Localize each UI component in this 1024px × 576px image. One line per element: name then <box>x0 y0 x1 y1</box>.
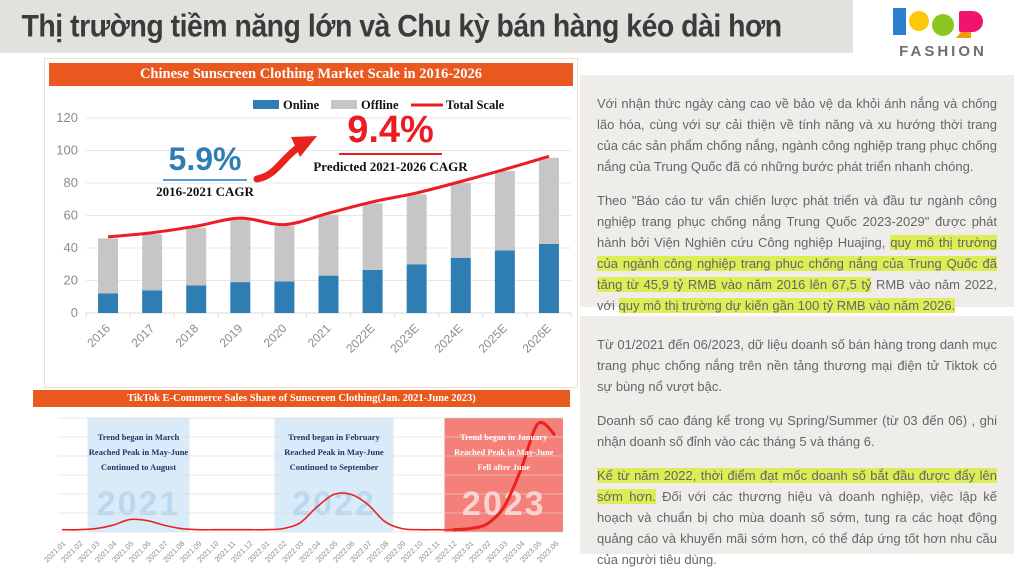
paragraph: Theo "Báo cáo tư vấn chiến lược phát tri… <box>597 190 998 316</box>
body-text: Theo "Báo cáo tư vấn chiến lược phát tri… <box>597 193 997 251</box>
svg-text:60: 60 <box>64 208 78 223</box>
svg-text:Trend began in February: Trend began in February <box>288 432 380 442</box>
tiktok-sales-chart-title: TikTok E-Commerce Sales Share of Sunscre… <box>33 390 570 407</box>
slide-title-bar: Thị trường tiềm năng lớn và Chu kỳ bán h… <box>0 0 853 53</box>
logo-letter-p-stem <box>893 8 906 35</box>
svg-text:2021: 2021 <box>305 321 334 350</box>
cagr-past-label: 2016-2021 CAGR <box>156 183 254 199</box>
tiktok-sales-chart: 2021 2022 2023 Trend began in March Reached … <box>33 407 570 576</box>
svg-text:2019: 2019 <box>217 321 246 350</box>
logo-letter-p2 <box>959 11 983 32</box>
body-text: RMB vào năm 2022, với <box>597 277 998 314</box>
cagr-future-label: Predicted 2021-2026 CAGR <box>308 157 473 176</box>
svg-text:0: 0 <box>71 305 78 320</box>
paragraph: Kể từ năm 2022, thời điểm đạt mốc doanh … <box>597 465 997 570</box>
svg-text:2018: 2018 <box>173 321 202 350</box>
cagr-future-annotation: 9.4% Predicted 2021-2026 CAGR <box>308 110 473 176</box>
svg-text:Continued to August: Continued to August <box>101 462 176 472</box>
cagr-future-value: 9.4% <box>339 110 442 155</box>
paragraph: Từ 01/2021 đến 06/2023, dữ liệu doanh số… <box>597 334 997 397</box>
highlighted-text: quy mô thị trường dự kiến gần 100 tỷ RMB… <box>618 298 956 314</box>
svg-text:2022: 2022 <box>292 485 376 523</box>
svg-text:2021: 2021 <box>97 485 181 523</box>
body-text: Doanh số cao đáng kể trong vụ Spring/Sum… <box>597 413 997 450</box>
tiktok-insight-text-panel: Từ 01/2021 đến 06/2023, dữ liệu doanh số… <box>580 316 1014 567</box>
svg-text:2022E: 2022E <box>343 321 377 355</box>
svg-text:2016: 2016 <box>84 321 113 350</box>
svg-text:Fell after June: Fell after June <box>477 462 530 472</box>
svg-text:2026E: 2026E <box>520 321 554 355</box>
cagr-past-annotation: 5.9% 2016-2021 CAGR <box>145 142 265 200</box>
svg-text:2020: 2020 <box>261 321 290 350</box>
svg-text:Trend began in January: Trend began in January <box>460 432 548 442</box>
svg-text:2023: 2023 <box>462 485 546 523</box>
svg-text:Reached Peak in May-June: Reached Peak in May-June <box>89 447 189 457</box>
market-scale-chart-title: Chinese Sunscreen Clothing Market Scale … <box>49 63 573 86</box>
logo-letter-p-bowl <box>909 11 929 31</box>
market-size-text-panel: Với nhận thức ngày càng cao về bảo vệ da… <box>580 75 1014 314</box>
svg-text:120: 120 <box>56 110 78 125</box>
page-title: Thị trường tiềm năng lớn và Chu kỳ bán h… <box>21 9 783 45</box>
brand-logo: FASHION <box>868 8 1018 60</box>
svg-text:40: 40 <box>64 240 78 255</box>
tiktok-sales-chart-panel: TikTok E-Commerce Sales Share of Sunscre… <box>33 390 570 576</box>
svg-text:Reached Peak in May-June: Reached Peak in May-June <box>284 447 384 457</box>
market-scale-chart: 0 20 40 60 80 100 120 2016 2017 2018 2019 2020 2021 2… <box>45 90 577 395</box>
svg-text:2023E: 2023E <box>387 321 421 355</box>
svg-text:2017: 2017 <box>128 321 157 350</box>
svg-text:Offline: Offline <box>361 98 399 112</box>
svg-text:Online: Online <box>283 98 320 112</box>
body-text: Với nhận thức ngày càng cao về bảo vệ da… <box>597 96 997 175</box>
svg-text:20: 20 <box>64 273 78 288</box>
svg-text:100: 100 <box>56 143 78 158</box>
svg-text:Reached Peak in May-June: Reached Peak in May-June <box>454 447 554 457</box>
market-scale-chart-panel: Chinese Sunscreen Clothing Market Scale … <box>44 58 578 388</box>
cagr-past-value: 5.9% <box>162 142 248 181</box>
body-text: Đối với các thương hiệu và doanh nghiệp,… <box>597 489 998 568</box>
paragraph: Doanh số cao đáng kể trong vụ Spring/Sum… <box>597 410 997 452</box>
svg-text:2024E: 2024E <box>431 321 465 355</box>
brand-name: FASHION <box>899 43 987 60</box>
svg-text:2025E: 2025E <box>476 321 510 355</box>
growth-arrow-icon <box>253 135 323 185</box>
paragraph: Với nhận thức ngày càng cao về bảo vệ da… <box>597 93 997 177</box>
logo-letter-o <box>932 14 954 36</box>
svg-text:80: 80 <box>64 175 78 190</box>
svg-text:Continued to September: Continued to September <box>290 462 379 472</box>
body-text: Từ 01/2021 đến 06/2023, dữ liệu doanh số… <box>597 337 997 395</box>
svg-text:Trend began in March: Trend began in March <box>98 432 180 442</box>
pop-logo-icon <box>893 8 993 40</box>
svg-text:Total Scale: Total Scale <box>446 98 505 112</box>
